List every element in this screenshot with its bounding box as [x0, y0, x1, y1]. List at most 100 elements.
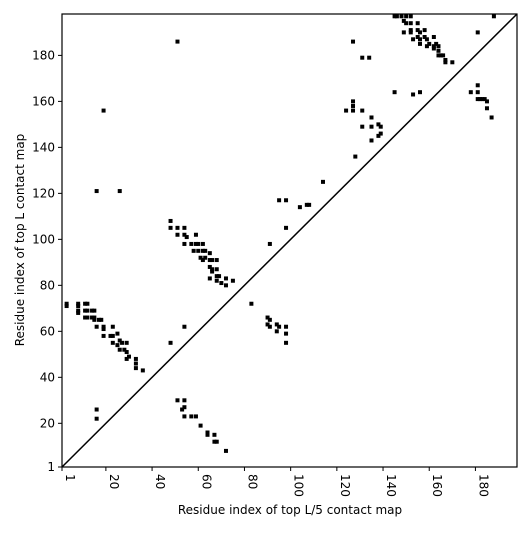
- contact-point: [320, 179, 325, 184]
- contact-point: [94, 189, 99, 194]
- contact-point: [90, 308, 95, 313]
- contact-point: [277, 198, 282, 203]
- contact-point: [438, 53, 443, 58]
- contact-point: [193, 414, 198, 419]
- contact-point: [267, 241, 272, 246]
- contact-point: [200, 248, 205, 253]
- y-tick-label: 120: [32, 186, 55, 200]
- contact-point: [223, 276, 228, 281]
- contact-point: [64, 301, 69, 306]
- y-tick-label: 80: [40, 278, 55, 292]
- contact-point: [277, 324, 282, 329]
- contact-point: [369, 138, 374, 143]
- contact-point: [83, 315, 88, 320]
- contact-point: [351, 108, 356, 113]
- contact-point: [110, 340, 115, 345]
- contact-point: [274, 329, 279, 334]
- y-tick-label: 40: [40, 370, 55, 384]
- contact-point: [117, 338, 122, 343]
- contact-point: [408, 14, 413, 19]
- contact-point: [284, 331, 289, 336]
- x-tick-label: 20: [107, 474, 121, 489]
- contact-point: [415, 21, 420, 26]
- contact-point: [468, 90, 473, 95]
- y-tick-label: 100: [32, 232, 55, 246]
- x-tick-label: 1: [63, 474, 77, 482]
- contact-point: [200, 258, 205, 263]
- contact-point: [205, 432, 210, 437]
- contact-point: [408, 21, 413, 26]
- contact-point: [94, 324, 99, 329]
- contact-point: [182, 324, 187, 329]
- y-tick-label: 20: [40, 416, 55, 430]
- contact-point: [110, 324, 115, 329]
- x-tick-label: 140: [384, 474, 398, 497]
- contact-point: [434, 41, 439, 46]
- contact-point: [367, 55, 372, 60]
- x-tick-label: 120: [338, 474, 352, 497]
- contact-point: [85, 315, 90, 320]
- contact-point: [436, 44, 441, 49]
- contact-point: [203, 255, 208, 260]
- contact-point: [274, 322, 279, 327]
- contact-point: [198, 255, 203, 260]
- contact-point: [284, 340, 289, 345]
- contact-point: [431, 44, 436, 49]
- contact-point: [219, 281, 224, 286]
- contact-point: [117, 189, 122, 194]
- x-tick-label: 60: [199, 474, 213, 489]
- contact-point: [182, 405, 187, 410]
- contact-point: [124, 350, 129, 355]
- contact-point: [92, 317, 97, 322]
- contact-point: [431, 46, 436, 51]
- contact-point: [76, 310, 81, 315]
- contact-point: [376, 122, 381, 127]
- contact-point: [482, 97, 487, 102]
- contact-point: [424, 44, 429, 49]
- contact-point: [76, 308, 81, 313]
- contact-point: [417, 41, 422, 46]
- contact-point: [205, 430, 210, 435]
- contact-point: [230, 278, 235, 283]
- contact-point: [99, 317, 104, 322]
- contact-point: [85, 308, 90, 313]
- contact-point: [415, 34, 420, 39]
- contact-point: [196, 241, 201, 246]
- contact-point: [175, 232, 180, 237]
- contact-point: [210, 267, 215, 272]
- y-tick-label: 60: [40, 324, 55, 338]
- contact-point: [180, 407, 185, 412]
- contact-point: [76, 301, 81, 306]
- contact-point: [83, 301, 88, 306]
- contact-point: [360, 124, 365, 129]
- contact-point: [117, 347, 122, 352]
- contact-point: [124, 356, 129, 361]
- contact-point: [189, 414, 194, 419]
- contact-point: [417, 30, 422, 35]
- contact-point: [399, 14, 404, 19]
- contact-point: [122, 347, 127, 352]
- contact-point: [214, 274, 219, 279]
- contact-point: [344, 108, 349, 113]
- contact-point: [85, 301, 90, 306]
- contact-point: [203, 248, 208, 253]
- contact-point: [443, 60, 448, 65]
- contact-point: [376, 133, 381, 138]
- contact-point: [182, 414, 187, 419]
- contact-point: [212, 439, 217, 444]
- contact-point: [478, 97, 483, 102]
- contact-point: [422, 28, 427, 33]
- x-tick-label: 180: [476, 474, 490, 497]
- contact-point: [168, 225, 173, 230]
- contact-point: [267, 324, 272, 329]
- contact-point: [369, 115, 374, 120]
- contact-point: [101, 108, 106, 113]
- contact-point: [404, 21, 409, 26]
- contact-point: [422, 34, 427, 39]
- contact-point: [214, 278, 219, 283]
- contact-point: [441, 53, 446, 58]
- contact-point: [133, 366, 138, 371]
- contact-point: [90, 315, 95, 320]
- contact-point: [133, 361, 138, 366]
